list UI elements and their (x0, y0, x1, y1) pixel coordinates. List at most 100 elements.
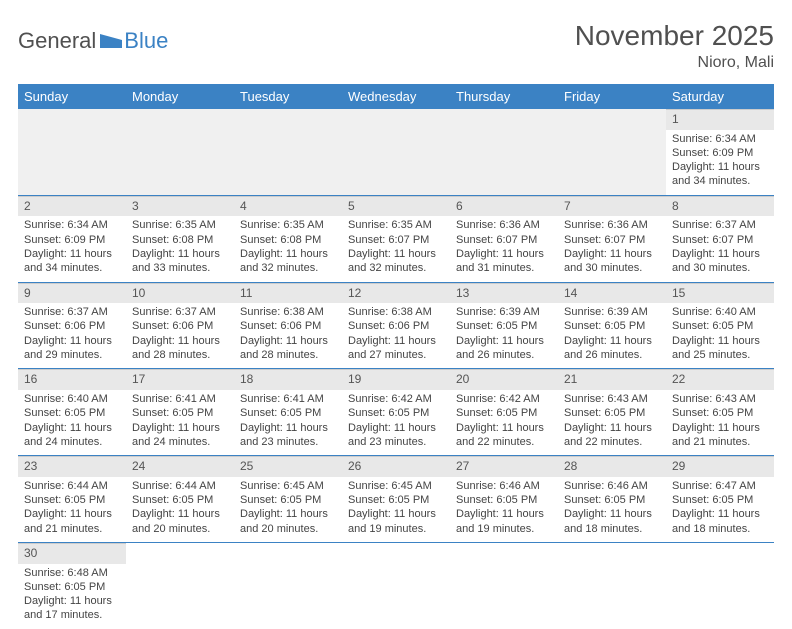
daylight-text: Daylight: 11 hours and 30 minutes. (672, 247, 768, 276)
calendar-row: 2Sunrise: 6:34 AMSunset: 6:09 PMDaylight… (18, 195, 774, 282)
day-number: 19 (342, 369, 450, 390)
sunrise-text: Sunrise: 6:45 AM (240, 479, 336, 493)
calendar-cell: 5Sunrise: 6:35 AMSunset: 6:07 PMDaylight… (342, 195, 450, 282)
day-body: Sunrise: 6:36 AMSunset: 6:07 PMDaylight:… (450, 216, 558, 281)
sunset-text: Sunset: 6:05 PM (456, 319, 552, 333)
day-number: 7 (558, 196, 666, 217)
header: General Blue November 2025 Nioro, Mali (18, 20, 774, 72)
calendar-cell: 12Sunrise: 6:38 AMSunset: 6:06 PMDayligh… (342, 282, 450, 369)
daylight-text: Daylight: 11 hours and 19 minutes. (348, 507, 444, 536)
day-body: Sunrise: 6:39 AMSunset: 6:05 PMDaylight:… (450, 303, 558, 368)
sunrise-text: Sunrise: 6:42 AM (348, 392, 444, 406)
day-body: Sunrise: 6:38 AMSunset: 6:06 PMDaylight:… (234, 303, 342, 368)
daylight-text: Daylight: 11 hours and 19 minutes. (456, 507, 552, 536)
sunrise-text: Sunrise: 6:39 AM (564, 305, 660, 319)
calendar-cell (126, 109, 234, 195)
sunrise-text: Sunrise: 6:39 AM (456, 305, 552, 319)
sunset-text: Sunset: 6:05 PM (132, 406, 228, 420)
day-body: Sunrise: 6:44 AMSunset: 6:05 PMDaylight:… (18, 477, 126, 542)
day-body: Sunrise: 6:35 AMSunset: 6:08 PMDaylight:… (234, 216, 342, 281)
calendar-cell: 29Sunrise: 6:47 AMSunset: 6:05 PMDayligh… (666, 456, 774, 543)
daylight-text: Daylight: 11 hours and 21 minutes. (672, 421, 768, 450)
sunset-text: Sunset: 6:06 PM (24, 319, 120, 333)
calendar-cell: 7Sunrise: 6:36 AMSunset: 6:07 PMDaylight… (558, 195, 666, 282)
calendar-cell: 20Sunrise: 6:42 AMSunset: 6:05 PMDayligh… (450, 369, 558, 456)
day-number: 1 (666, 109, 774, 130)
sunset-text: Sunset: 6:05 PM (132, 493, 228, 507)
month-title: November 2025 (575, 20, 774, 52)
calendar-cell: 11Sunrise: 6:38 AMSunset: 6:06 PMDayligh… (234, 282, 342, 369)
sunrise-text: Sunrise: 6:36 AM (564, 218, 660, 232)
day-body: Sunrise: 6:42 AMSunset: 6:05 PMDaylight:… (342, 390, 450, 455)
sunset-text: Sunset: 6:05 PM (456, 493, 552, 507)
calendar-cell: 15Sunrise: 6:40 AMSunset: 6:05 PMDayligh… (666, 282, 774, 369)
daylight-text: Daylight: 11 hours and 28 minutes. (240, 334, 336, 363)
daylight-text: Daylight: 11 hours and 18 minutes. (672, 507, 768, 536)
calendar-cell (558, 109, 666, 195)
day-body: Sunrise: 6:47 AMSunset: 6:05 PMDaylight:… (666, 477, 774, 542)
day-number: 23 (18, 456, 126, 477)
sunrise-text: Sunrise: 6:36 AM (456, 218, 552, 232)
calendar-cell (342, 542, 450, 628)
daylight-text: Daylight: 11 hours and 25 minutes. (672, 334, 768, 363)
sunset-text: Sunset: 6:05 PM (564, 406, 660, 420)
day-number: 27 (450, 456, 558, 477)
day-body: Sunrise: 6:41 AMSunset: 6:05 PMDaylight:… (126, 390, 234, 455)
calendar-cell: 27Sunrise: 6:46 AMSunset: 6:05 PMDayligh… (450, 456, 558, 543)
calendar-cell: 26Sunrise: 6:45 AMSunset: 6:05 PMDayligh… (342, 456, 450, 543)
calendar-cell: 28Sunrise: 6:46 AMSunset: 6:05 PMDayligh… (558, 456, 666, 543)
calendar-cell (126, 542, 234, 628)
calendar-cell (18, 109, 126, 195)
day-body: Sunrise: 6:36 AMSunset: 6:07 PMDaylight:… (558, 216, 666, 281)
sunrise-text: Sunrise: 6:42 AM (456, 392, 552, 406)
calendar-cell: 17Sunrise: 6:41 AMSunset: 6:05 PMDayligh… (126, 369, 234, 456)
weekday-header: Friday (558, 84, 666, 109)
sunset-text: Sunset: 6:07 PM (348, 233, 444, 247)
calendar-row: 9Sunrise: 6:37 AMSunset: 6:06 PMDaylight… (18, 282, 774, 369)
sunset-text: Sunset: 6:05 PM (24, 493, 120, 507)
day-number: 24 (126, 456, 234, 477)
sunrise-text: Sunrise: 6:40 AM (24, 392, 120, 406)
sunset-text: Sunset: 6:05 PM (24, 580, 120, 594)
sunrise-text: Sunrise: 6:43 AM (672, 392, 768, 406)
day-number: 15 (666, 283, 774, 304)
daylight-text: Daylight: 11 hours and 24 minutes. (132, 421, 228, 450)
day-number: 13 (450, 283, 558, 304)
weekday-header: Wednesday (342, 84, 450, 109)
calendar-cell (450, 109, 558, 195)
calendar-cell: 23Sunrise: 6:44 AMSunset: 6:05 PMDayligh… (18, 456, 126, 543)
sunrise-text: Sunrise: 6:38 AM (348, 305, 444, 319)
sunrise-text: Sunrise: 6:37 AM (24, 305, 120, 319)
daylight-text: Daylight: 11 hours and 30 minutes. (564, 247, 660, 276)
daylight-text: Daylight: 11 hours and 20 minutes. (240, 507, 336, 536)
calendar-cell (234, 542, 342, 628)
sunrise-text: Sunrise: 6:47 AM (672, 479, 768, 493)
weekday-header: Monday (126, 84, 234, 109)
day-body: Sunrise: 6:40 AMSunset: 6:05 PMDaylight:… (666, 303, 774, 368)
sunrise-text: Sunrise: 6:44 AM (132, 479, 228, 493)
weekday-header: Saturday (666, 84, 774, 109)
daylight-text: Daylight: 11 hours and 32 minutes. (348, 247, 444, 276)
sunrise-text: Sunrise: 6:46 AM (564, 479, 660, 493)
sunset-text: Sunset: 6:05 PM (672, 406, 768, 420)
day-body: Sunrise: 6:38 AMSunset: 6:06 PMDaylight:… (342, 303, 450, 368)
calendar-cell (666, 542, 774, 628)
calendar-cell: 22Sunrise: 6:43 AMSunset: 6:05 PMDayligh… (666, 369, 774, 456)
sunset-text: Sunset: 6:08 PM (132, 233, 228, 247)
logo-text-2: Blue (124, 28, 168, 54)
day-number: 5 (342, 196, 450, 217)
calendar-cell: 10Sunrise: 6:37 AMSunset: 6:06 PMDayligh… (126, 282, 234, 369)
logo-text-1: General (18, 28, 96, 54)
day-body: Sunrise: 6:34 AMSunset: 6:09 PMDaylight:… (18, 216, 126, 281)
calendar-row: 23Sunrise: 6:44 AMSunset: 6:05 PMDayligh… (18, 456, 774, 543)
day-body: Sunrise: 6:37 AMSunset: 6:07 PMDaylight:… (666, 216, 774, 281)
calendar-cell: 16Sunrise: 6:40 AMSunset: 6:05 PMDayligh… (18, 369, 126, 456)
day-number: 26 (342, 456, 450, 477)
sunset-text: Sunset: 6:07 PM (672, 233, 768, 247)
calendar-cell: 21Sunrise: 6:43 AMSunset: 6:05 PMDayligh… (558, 369, 666, 456)
sunset-text: Sunset: 6:05 PM (564, 493, 660, 507)
weekday-header: Thursday (450, 84, 558, 109)
day-number: 21 (558, 369, 666, 390)
calendar-cell (234, 109, 342, 195)
calendar-cell: 9Sunrise: 6:37 AMSunset: 6:06 PMDaylight… (18, 282, 126, 369)
